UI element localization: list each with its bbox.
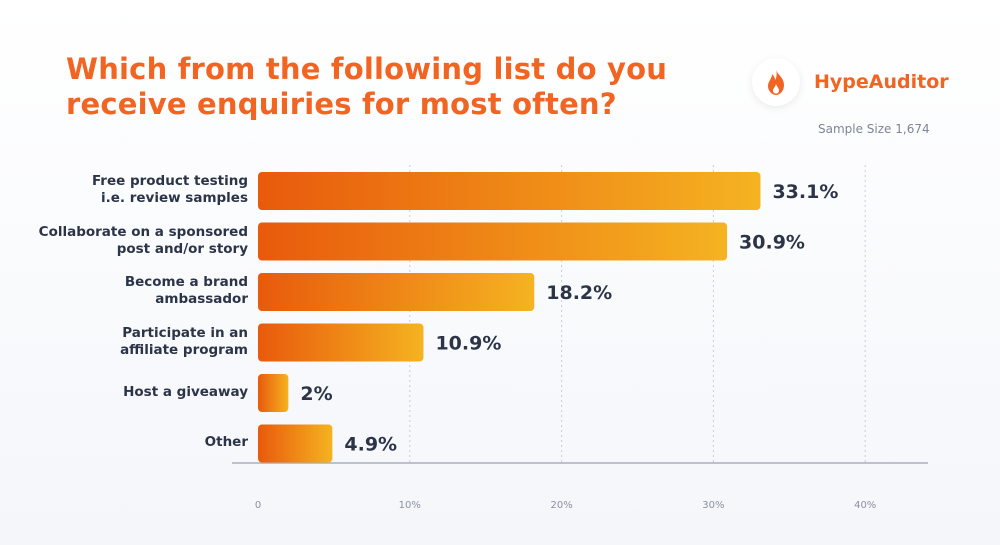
flame-icon (768, 69, 784, 95)
chart-title: Which from the following list do you rec… (66, 52, 668, 121)
category-label: Host a giveaway (0, 384, 248, 401)
sample-size: Sample Size 1,674 (818, 122, 930, 136)
category-label: Collaborate on a sponsored post and/or st… (0, 224, 248, 258)
category-label-line: Other (204, 434, 248, 450)
category-label-line: post and/or story (116, 240, 248, 257)
category-label: Other (0, 434, 248, 451)
bar (258, 172, 761, 210)
bar (258, 323, 424, 362)
x-tick-label: 20% (550, 500, 572, 511)
bar-value-label: 30.9% (739, 232, 805, 254)
x-tick-label: 30% (702, 500, 724, 511)
x-tick-label: 0 (255, 500, 261, 511)
brand-name: HypeAuditor (814, 71, 949, 93)
bar-value-label: 18.2% (546, 282, 612, 304)
x-tick-label: 10% (399, 500, 421, 511)
category-label-line: Become a brand (124, 274, 248, 290)
bar-value-label: 33.1% (772, 181, 838, 203)
bar-value-label: 2% (300, 383, 332, 405)
bar (258, 424, 333, 463)
category-label-line: Participate in an (122, 324, 248, 341)
bar (258, 374, 289, 412)
logo-badge (752, 58, 800, 106)
category-label-line: Host a giveaway (123, 383, 248, 400)
category-label: Free product testing i.e. review samples (0, 173, 248, 207)
bar (258, 222, 728, 261)
category-label: Participate in an affiliate program (0, 325, 248, 359)
category-label-line: i.e. review samples (100, 190, 248, 206)
bar-value-label: 10.9% (435, 333, 501, 355)
category-label-line: Free product testing (91, 173, 248, 189)
brand-logo: HypeAuditor (752, 58, 949, 106)
x-tick-label: 40% (854, 500, 876, 511)
bar-value-label: 4.9% (344, 434, 397, 456)
category-label-line: affiliate program (120, 341, 248, 358)
category-label-line: Collaborate on a sponsored (38, 223, 248, 240)
category-label-line: ambassador (155, 291, 248, 307)
bar (258, 273, 535, 311)
category-label: Become a brand ambassador (0, 274, 248, 308)
